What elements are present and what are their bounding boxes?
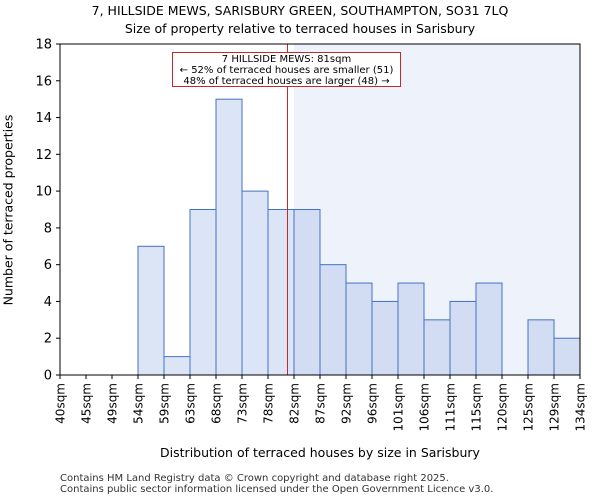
x-tick-label-111sqm: 111sqm — [444, 383, 458, 431]
y-tick-label-18: 18 — [35, 38, 52, 53]
y-tick-label-8: 8 — [44, 221, 52, 236]
bar-106sqm — [423, 319, 451, 376]
x-tick-label-115sqm: 115sqm — [470, 383, 484, 431]
x-tick-label-63sqm: 63sqm — [184, 383, 198, 424]
x-tick-label-96sqm: 96sqm — [366, 383, 380, 424]
y-tick-label-14: 14 — [35, 111, 52, 126]
x-tick-label-120sqm: 120sqm — [496, 383, 510, 431]
footer-line-2: Contains public sector information licen… — [60, 484, 494, 495]
chart-subtitle: Size of property relative to terraced ho… — [124, 21, 476, 36]
x-tick-label-92sqm: 92sqm — [340, 383, 354, 424]
annotation-line-1: 7 HILLSIDE MEWS: 81sqm — [221, 54, 352, 65]
x-tick-label-54sqm: 54sqm — [132, 383, 146, 424]
x-tick-label-106sqm: 106sqm — [418, 383, 432, 431]
bar-96sqm — [371, 300, 399, 376]
bar-68sqm — [215, 98, 243, 376]
chart-title: 7, HILLSIDE MEWS, SARISBURY GREEN, SOUTH… — [91, 3, 509, 18]
bar-115sqm — [475, 282, 503, 376]
x-tick-label-87sqm: 87sqm — [314, 383, 328, 424]
bar-111sqm — [449, 300, 477, 376]
y-tick-label-4: 4 — [44, 295, 52, 310]
x-tick-label-134sqm: 134sqm — [574, 383, 588, 431]
bar-87sqm — [319, 264, 347, 376]
y-tick-label-12: 12 — [35, 148, 52, 163]
bar-63sqm — [189, 209, 217, 376]
bar-92sqm — [345, 282, 373, 376]
bar-78sqm — [267, 209, 295, 376]
x-tick-label-129sqm: 129sqm — [548, 383, 562, 431]
bar-125sqm — [527, 319, 555, 376]
x-axis-label: Distribution of terraced houses by size … — [160, 445, 480, 460]
x-tick-label-101sqm: 101sqm — [392, 383, 406, 431]
annotation-line-2: ← 52% of terraced houses are smaller (51… — [179, 65, 394, 76]
x-tick-label-45sqm: 45sqm — [80, 383, 94, 424]
bar-101sqm — [397, 282, 425, 376]
bar-82sqm — [293, 209, 321, 376]
x-tick-label-40sqm: 40sqm — [54, 383, 68, 424]
x-tick-label-82sqm: 82sqm — [288, 383, 302, 424]
bar-54sqm — [137, 245, 165, 376]
x-tick-label-68sqm: 68sqm — [210, 383, 224, 424]
footer-line-1: Contains HM Land Registry data © Crown c… — [60, 473, 449, 484]
y-tick-label-10: 10 — [35, 185, 52, 200]
x-tick-label-59sqm: 59sqm — [158, 383, 172, 424]
y-axis-label: Number of terraced properties — [0, 114, 16, 306]
y-tick-label-6: 6 — [44, 258, 52, 273]
y-tick-label-0: 0 — [44, 369, 52, 384]
bar-129sqm — [553, 337, 581, 376]
x-tick-label-125sqm: 125sqm — [522, 383, 536, 431]
y-tick-label-16: 16 — [35, 74, 52, 89]
x-tick-label-73sqm: 73sqm — [236, 383, 250, 424]
annotation-line-3: 48% of terraced houses are larger (48) → — [183, 76, 390, 87]
bar-59sqm — [163, 356, 191, 376]
property-annotation-box: 7 HILLSIDE MEWS: 81sqm ← 52% of terraced… — [172, 52, 401, 87]
x-tick-label-78sqm: 78sqm — [262, 383, 276, 424]
x-tick-label-49sqm: 49sqm — [106, 383, 120, 424]
y-tick-label-2: 2 — [44, 332, 52, 347]
bar-73sqm — [241, 190, 269, 376]
